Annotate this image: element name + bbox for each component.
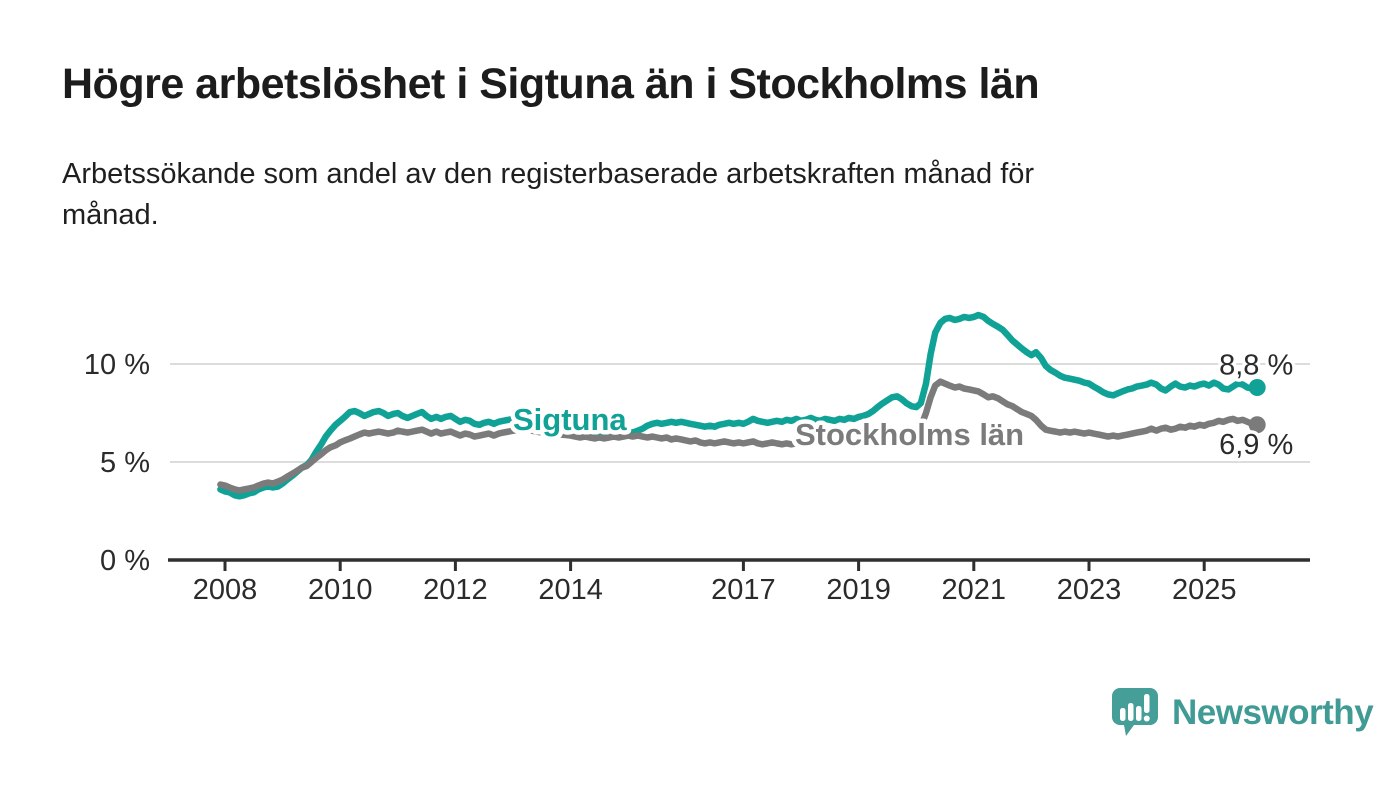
y-tick-label-0: 0 % [100, 545, 150, 577]
x-tick-label-2010: 2010 [308, 574, 373, 606]
series-end-label-0: 8,8 % [1219, 350, 1293, 382]
x-tick-label-2012: 2012 [423, 574, 488, 606]
series-line-0 [217, 311, 1261, 500]
series-end-dot-1 [1248, 416, 1266, 434]
x-tick-label-2025: 2025 [1172, 574, 1237, 606]
x-tick-label-2014: 2014 [538, 574, 603, 606]
y-tick-label-5: 5 % [100, 447, 150, 479]
x-tick-label-2017: 2017 [711, 574, 776, 606]
bar-chart-speech-bubble-icon [1112, 688, 1158, 736]
subtitle-line-2: månad. [62, 199, 159, 231]
x-tick-label-2019: 2019 [826, 574, 891, 606]
series-label-0: Sigtuna [513, 402, 627, 437]
series-end-dot-0 [1248, 379, 1266, 397]
chart-subtitle: Arbetssökande som andel av den registerb… [62, 154, 1302, 236]
series-end-label-1: 6,9 % [1219, 429, 1293, 461]
logo-wordmark: Newsworthy [1172, 693, 1374, 732]
x-tick-label-2008: 2008 [193, 574, 258, 606]
series-line-1 [217, 378, 1261, 494]
x-tick-label-2021: 2021 [942, 574, 1007, 606]
y-tick-label-10: 10 % [84, 349, 150, 381]
page-title: Högre arbetslöshet i Sigtuna än i Stockh… [62, 60, 1040, 108]
x-tick-label-2023: 2023 [1057, 574, 1122, 606]
series-label-1: Stockholms län [795, 417, 1024, 452]
subtitle-line-1: Arbetssökande som andel av den registerb… [62, 158, 1035, 190]
newsworthy-logo: Newsworthy [1112, 686, 1374, 740]
